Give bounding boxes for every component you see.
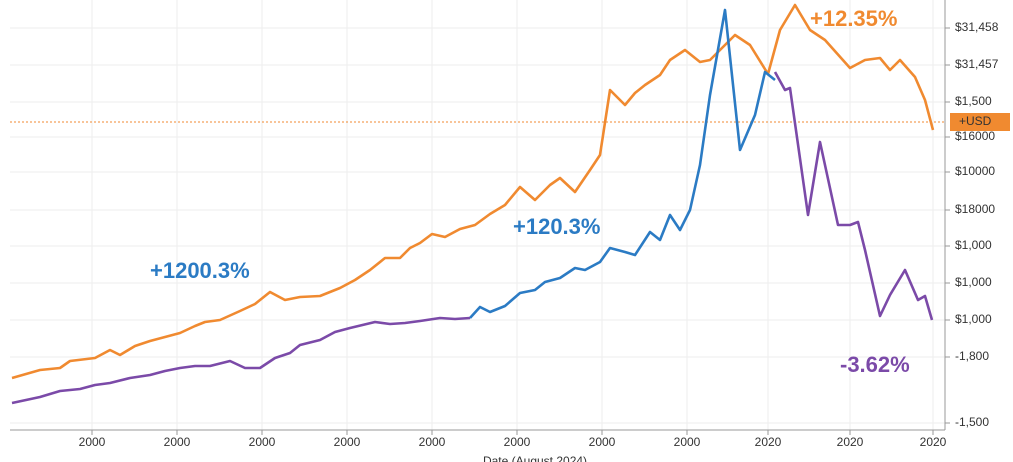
y-tick-label: $1,000 xyxy=(955,238,992,252)
reference-label: +USD xyxy=(959,114,992,128)
annotation: +120.3% xyxy=(513,214,600,239)
series-line xyxy=(11,3,935,380)
x-tick-label: 2000 xyxy=(589,435,616,449)
y-tick-label: -1,800 xyxy=(955,349,989,363)
y-tick-label: $10000 xyxy=(955,164,995,178)
y-tick-label: $1,000 xyxy=(955,312,992,326)
y-tick-label: $16000 xyxy=(955,129,995,143)
y-tick-label: -1,500 xyxy=(955,415,989,429)
series-line xyxy=(11,71,934,405)
annotation: +1200.3% xyxy=(150,258,250,283)
x-tick-label: 2020 xyxy=(755,435,782,449)
x-tick-label: 2000 xyxy=(419,435,446,449)
y-tick-label: $31,458 xyxy=(955,20,999,34)
x-tick-label: 2000 xyxy=(249,435,276,449)
x-tick-label: 2020 xyxy=(837,435,864,449)
x-tick-label: 2000 xyxy=(334,435,361,449)
series-line xyxy=(469,8,776,319)
x-tick-label: 2000 xyxy=(164,435,191,449)
x-tick-label: 2000 xyxy=(79,435,106,449)
annotation: -3.62% xyxy=(840,352,910,377)
x-axis-title: Date (August 2024) xyxy=(483,454,587,462)
x-tick-label: 2000 xyxy=(504,435,531,449)
annotation: +12.35% xyxy=(810,6,897,31)
y-tick-label: $31,457 xyxy=(955,57,999,71)
y-tick-label: $1,000 xyxy=(955,275,992,289)
reference-badge xyxy=(950,113,1010,131)
y-tick-label: $18000 xyxy=(955,202,995,216)
y-tick-label: $1,500 xyxy=(955,94,992,108)
x-tick-label: 2020 xyxy=(920,435,947,449)
x-tick-label: 2000 xyxy=(674,435,701,449)
